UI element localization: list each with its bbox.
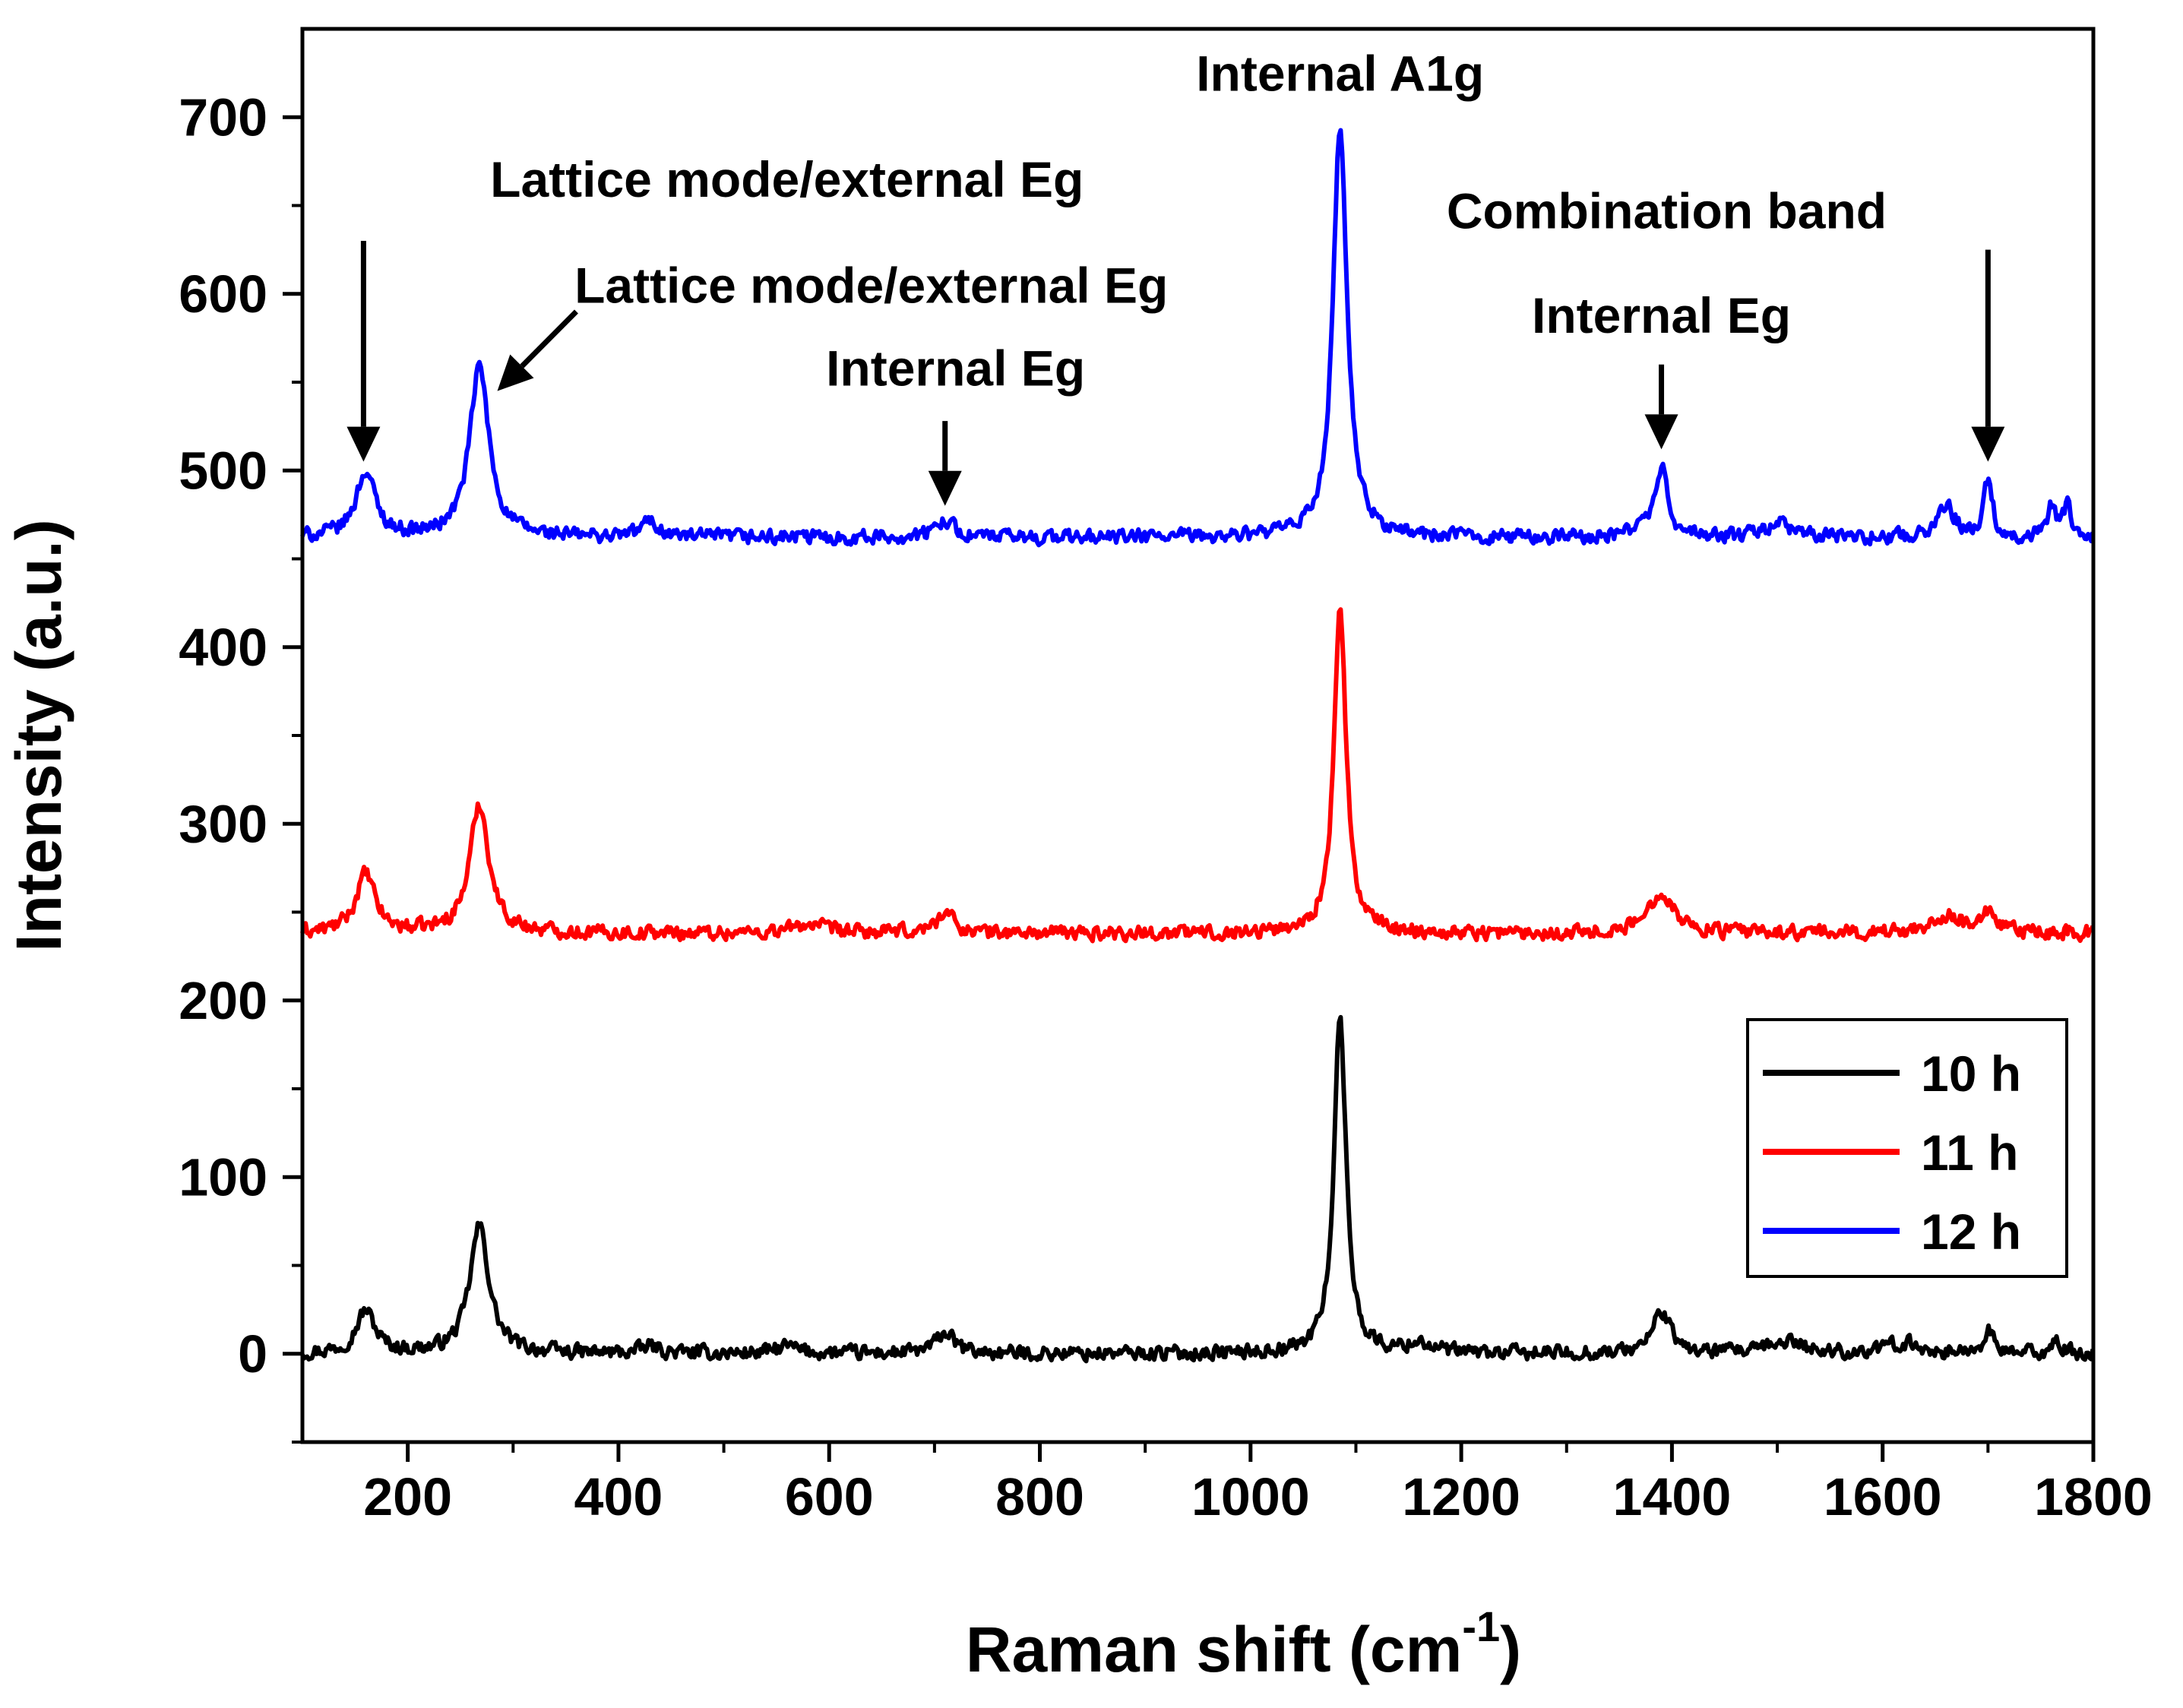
annotation-arrow-head	[928, 470, 962, 506]
legend: 10 h 11 h 12 h	[1746, 1018, 2068, 1278]
x-axis-title-sup: -1	[1462, 1602, 1500, 1650]
y-tick-label: 600	[179, 264, 267, 324]
x-axis-title: Raman shift (cm-1)	[966, 1602, 1521, 1685]
annotation-label: Internal Eg	[826, 340, 1085, 397]
annotation-arrow-shaft	[520, 309, 578, 368]
legend-label: 10 h	[1921, 1045, 2021, 1102]
y-tick-label: 200	[179, 971, 267, 1030]
annotation-label: Lattice mode/external Eg	[574, 257, 1168, 313]
x-tick-label: 200	[363, 1467, 452, 1526]
annotation-arrow-head	[1971, 426, 2005, 462]
x-axis-title-close: )	[1500, 1614, 1521, 1685]
legend-label: 11 h	[1921, 1124, 2018, 1181]
annotation-layer: Lattice mode/external Eg Lattice mode/ext…	[346, 45, 2005, 506]
y-tick-label: 0	[238, 1324, 267, 1384]
x-tick-label: 800	[995, 1467, 1084, 1526]
x-tick-label: 1800	[2034, 1467, 2153, 1526]
x-tick-label: 400	[574, 1467, 663, 1526]
x-tick-label: 600	[785, 1467, 874, 1526]
annotation-label: Internal Eg	[1532, 287, 1791, 343]
annotation-arrow-head	[1644, 414, 1678, 450]
x-axis-title-main: Raman shift (cm	[966, 1614, 1462, 1685]
x-tick-label: 1400	[1613, 1467, 1732, 1526]
series-line-10h	[300, 1014, 2096, 1364]
y-tick-label: 100	[179, 1147, 267, 1207]
trace-layer	[300, 128, 2096, 1364]
y-tick-label: 700	[179, 87, 267, 147]
y-tick-label: 500	[179, 441, 267, 500]
y-tick-label: 400	[179, 618, 267, 677]
legend-label: 12 h	[1921, 1204, 2021, 1260]
x-tick-label: 1000	[1191, 1467, 1310, 1526]
y-tick-label: 300	[179, 794, 267, 853]
annotation-arrow-head	[497, 354, 534, 391]
annotation-label: Combination band	[1447, 183, 1887, 239]
axes-layer: 200 400 600 800 1000 1200 1400 1600 1800 0 100 200 3…	[3, 27, 2153, 1685]
y-axis-title: Intensity (a.u.)	[3, 519, 74, 951]
annotation-arrow-head	[346, 426, 381, 462]
series-line-11h	[300, 607, 2096, 944]
x-tick-label: 1600	[1824, 1467, 1942, 1526]
series-line-12h	[300, 128, 2096, 548]
annotation-label: Internal A1g	[1196, 45, 1484, 101]
x-tick-label: 1200	[1402, 1467, 1520, 1526]
annotation-label: Lattice mode/external Eg	[490, 151, 1084, 207]
